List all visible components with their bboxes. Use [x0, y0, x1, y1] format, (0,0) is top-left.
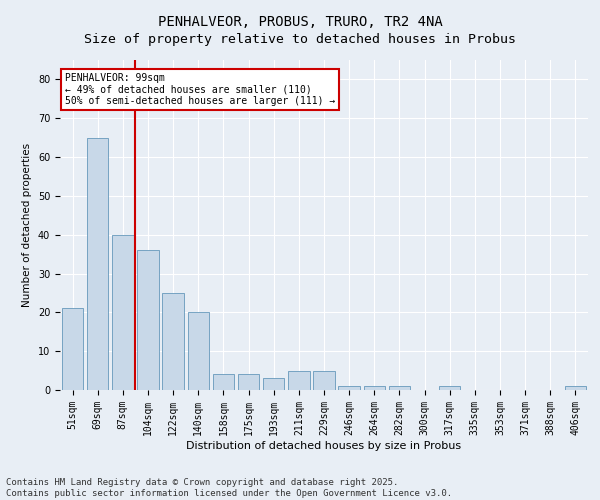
Bar	[188, 312, 209, 390]
Bar	[565, 386, 586, 390]
X-axis label: Distribution of detached houses by size in Probus: Distribution of detached houses by size …	[187, 440, 461, 450]
Text: PENHALVEOR, PROBUS, TRURO, TR2 4NA: PENHALVEOR, PROBUS, TRURO, TR2 4NA	[158, 15, 442, 29]
Bar	[213, 374, 234, 390]
Bar	[62, 308, 83, 390]
Bar	[263, 378, 284, 390]
Y-axis label: Number of detached properties: Number of detached properties	[22, 143, 32, 307]
Bar	[163, 293, 184, 390]
Bar	[137, 250, 158, 390]
Bar	[364, 386, 385, 390]
Text: Size of property relative to detached houses in Probus: Size of property relative to detached ho…	[84, 32, 516, 46]
Bar	[338, 386, 360, 390]
Bar	[238, 374, 259, 390]
Bar	[439, 386, 460, 390]
Bar	[389, 386, 410, 390]
Bar	[87, 138, 109, 390]
Bar	[112, 234, 134, 390]
Text: PENHALVEOR: 99sqm
← 49% of detached houses are smaller (110)
50% of semi-detache: PENHALVEOR: 99sqm ← 49% of detached hous…	[65, 73, 335, 106]
Bar	[288, 370, 310, 390]
Bar	[313, 370, 335, 390]
Text: Contains HM Land Registry data © Crown copyright and database right 2025.
Contai: Contains HM Land Registry data © Crown c…	[6, 478, 452, 498]
